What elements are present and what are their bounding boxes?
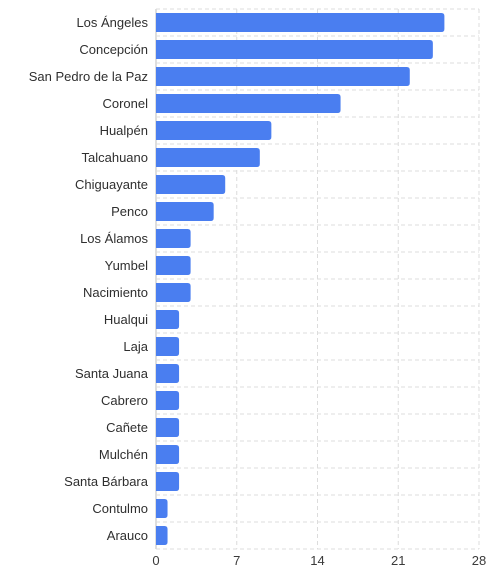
category-label: Mulchén — [99, 447, 148, 462]
category-label: Hualpén — [100, 123, 148, 138]
category-label: Los Ángeles — [76, 15, 148, 30]
bar-chiguayante[interactable] — [156, 175, 226, 194]
bar-cabrero[interactable] — [156, 391, 180, 410]
category-label: Yumbel — [105, 258, 148, 273]
x-tick-label: 21 — [391, 553, 405, 568]
bar-contulmo[interactable] — [156, 499, 168, 518]
bar-mulchen[interactable] — [156, 445, 180, 464]
bar-arauco[interactable] — [156, 526, 168, 545]
category-label: Santa Bárbara — [64, 474, 149, 489]
bar-los-alamos[interactable] — [156, 229, 191, 248]
grid-lines — [155, 8, 480, 550]
category-label: Concepción — [79, 42, 148, 57]
bar-penco[interactable] — [156, 202, 214, 221]
bar-santa-juana[interactable] — [156, 364, 180, 383]
x-tick-label: 7 — [233, 553, 240, 568]
x-tick-label: 14 — [310, 553, 324, 568]
category-label: Arauco — [107, 528, 148, 543]
category-label: San Pedro de la Paz — [29, 69, 148, 84]
bar-talcahuano[interactable] — [156, 148, 260, 167]
category-label: Penco — [111, 204, 148, 219]
category-label: Cabrero — [101, 393, 148, 408]
category-label: Contulmo — [92, 501, 148, 516]
bar-yumbel[interactable] — [156, 256, 191, 275]
x-tick-label: 28 — [472, 553, 486, 568]
bar-hualpen[interactable] — [156, 121, 272, 140]
bar-nacimiento[interactable] — [156, 283, 191, 302]
category-label: Cañete — [106, 420, 148, 435]
category-label: Talcahuano — [82, 150, 149, 165]
category-label: Chiguayante — [75, 177, 148, 192]
bars — [156, 13, 445, 545]
x-axis-ticks: 0 7 14 21 28 — [152, 553, 486, 568]
bar-santa-barbara[interactable] — [156, 472, 180, 491]
bar-laja[interactable] — [156, 337, 180, 356]
bar-los-angeles[interactable] — [156, 13, 445, 32]
bar-hualqui[interactable] — [156, 310, 180, 329]
x-tick-label: 0 — [152, 553, 159, 568]
category-label: Nacimiento — [83, 285, 148, 300]
bar-canete[interactable] — [156, 418, 180, 437]
bar-coronel[interactable] — [156, 94, 341, 113]
category-label: Coronel — [102, 96, 148, 111]
category-labels: Los Ángeles Concepción San Pedro de la Paz… — [29, 15, 149, 543]
bar-san-pedro-de-la-paz[interactable] — [156, 67, 410, 86]
bar-concepcion[interactable] — [156, 40, 433, 59]
category-label: Santa Juana — [75, 366, 149, 381]
category-label: Laja — [123, 339, 148, 354]
category-label: Hualqui — [104, 312, 148, 327]
category-label: Los Álamos — [80, 231, 148, 246]
